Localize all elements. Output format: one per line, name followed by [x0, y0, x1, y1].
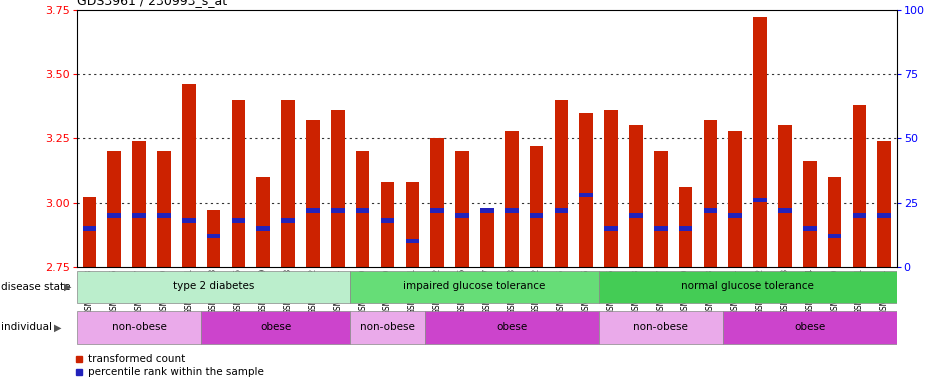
Bar [232, 218, 245, 223]
Bar [530, 146, 544, 267]
Bar [555, 208, 568, 213]
Bar [107, 213, 121, 218]
Bar [629, 213, 643, 218]
Text: obese: obese [496, 322, 528, 332]
Bar [723, 311, 897, 344]
Bar [282, 100, 295, 267]
Bar [703, 208, 717, 213]
Text: percentile rank within the sample: percentile rank within the sample [88, 367, 264, 377]
Bar [430, 208, 444, 213]
Bar [629, 126, 643, 267]
Bar [505, 208, 518, 213]
Bar [77, 311, 201, 344]
Bar [729, 213, 742, 218]
Bar [107, 151, 121, 267]
Text: non-obese: non-obese [633, 322, 688, 332]
Bar [182, 84, 195, 267]
Bar [207, 234, 221, 238]
Text: type 2 diabetes: type 2 diabetes [173, 281, 254, 291]
Bar [380, 218, 394, 223]
Bar [803, 226, 817, 231]
Bar [424, 311, 599, 344]
Bar [232, 100, 245, 267]
Bar [350, 271, 599, 303]
Bar [480, 210, 494, 267]
Bar [132, 213, 146, 218]
Bar [455, 151, 469, 267]
Text: disease state: disease state [1, 282, 70, 292]
Text: ▶: ▶ [64, 282, 71, 292]
Bar [599, 311, 723, 344]
Bar [778, 126, 792, 267]
Bar [380, 182, 394, 267]
Bar [877, 213, 891, 218]
Text: ▶: ▶ [54, 322, 61, 333]
Bar [455, 213, 469, 218]
Bar [579, 192, 593, 197]
Text: individual: individual [1, 322, 52, 333]
Bar [256, 177, 270, 267]
Bar [679, 226, 692, 231]
Text: non-obese: non-obese [112, 322, 166, 332]
Text: impaired glucose tolerance: impaired glucose tolerance [403, 281, 546, 291]
Bar [157, 151, 171, 267]
Bar [406, 239, 419, 243]
Bar [77, 271, 350, 303]
Bar [579, 113, 593, 267]
Bar [306, 208, 320, 213]
Text: obese: obese [794, 322, 825, 332]
Bar [654, 226, 668, 231]
Bar [350, 311, 424, 344]
Bar [182, 218, 195, 223]
Text: GDS3961 / 230993_s_at: GDS3961 / 230993_s_at [77, 0, 227, 7]
Bar [406, 182, 419, 267]
Bar [256, 226, 270, 231]
Bar [877, 141, 891, 267]
Text: non-obese: non-obese [360, 322, 415, 332]
Bar [604, 110, 618, 267]
Bar [599, 271, 897, 303]
Bar [207, 210, 221, 267]
Bar [282, 218, 295, 223]
Bar [356, 208, 370, 213]
Bar [753, 17, 767, 267]
Bar [530, 213, 544, 218]
Bar [778, 208, 792, 213]
Bar [83, 197, 97, 267]
Bar [555, 100, 568, 267]
Bar [604, 226, 618, 231]
Bar [356, 151, 370, 267]
Bar [729, 131, 742, 267]
Bar [480, 208, 494, 213]
Bar [679, 187, 692, 267]
Bar [132, 141, 146, 267]
Bar [853, 213, 867, 218]
Bar [83, 226, 97, 231]
Bar [331, 208, 345, 213]
Bar [430, 138, 444, 267]
Bar [654, 151, 668, 267]
Bar [753, 198, 767, 202]
Bar [828, 177, 841, 267]
Bar [803, 161, 817, 267]
Bar [201, 311, 350, 344]
Bar [157, 213, 171, 218]
Text: normal glucose tolerance: normal glucose tolerance [682, 281, 814, 291]
Bar [853, 105, 867, 267]
Text: obese: obese [260, 322, 291, 332]
Text: transformed count: transformed count [88, 354, 186, 364]
Bar [828, 234, 841, 238]
Bar [306, 120, 320, 267]
Bar [505, 131, 518, 267]
Bar [703, 120, 717, 267]
Bar [331, 110, 345, 267]
